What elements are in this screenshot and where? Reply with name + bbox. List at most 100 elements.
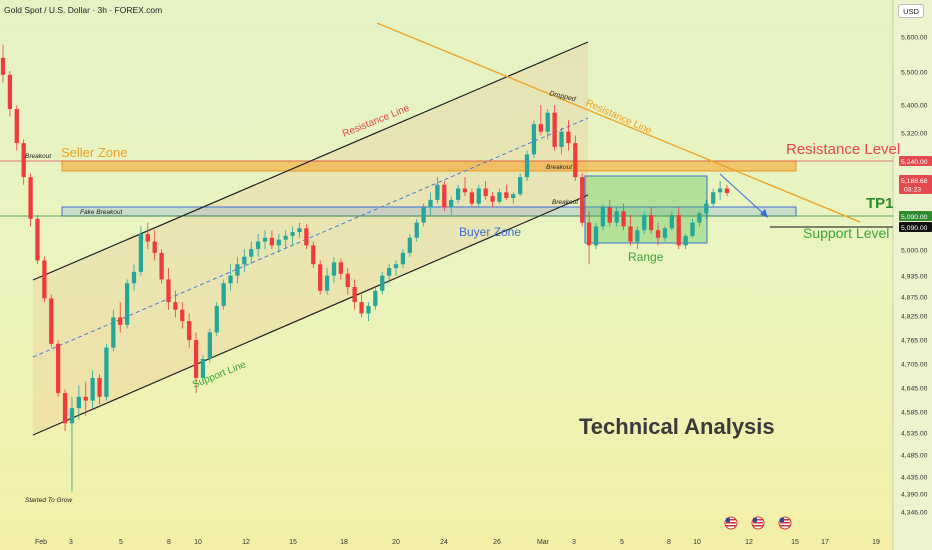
price-badge-support-dark-text: 5,090.00 bbox=[901, 225, 928, 232]
candle bbox=[442, 180, 447, 212]
x-tick-label: 26 bbox=[493, 539, 501, 546]
tp1-label: TP1 bbox=[866, 195, 894, 212]
candle bbox=[711, 188, 716, 208]
y-tick-label: 5,600.00 bbox=[901, 35, 928, 42]
us-flag-event-icon[interactable] bbox=[724, 516, 738, 530]
candle bbox=[345, 268, 350, 295]
candle bbox=[304, 224, 309, 250]
projection-arrow-line bbox=[719, 173, 766, 216]
candle bbox=[483, 180, 488, 200]
candle bbox=[207, 328, 212, 363]
x-tick-label: 5 bbox=[620, 539, 624, 546]
candle bbox=[669, 211, 674, 231]
candle bbox=[49, 294, 54, 348]
x-tick-label: 10 bbox=[194, 539, 202, 546]
candle bbox=[276, 233, 281, 253]
candle bbox=[655, 222, 661, 246]
y-tick-label: 5,320.00 bbox=[901, 131, 928, 138]
candle bbox=[566, 120, 571, 151]
range-box bbox=[584, 175, 708, 244]
candle bbox=[145, 222, 150, 250]
technical-analysis-label: Technical Analysis bbox=[579, 414, 775, 439]
candle bbox=[118, 302, 123, 333]
candle bbox=[559, 127, 564, 155]
x-tick-label: 24 bbox=[440, 539, 448, 546]
candle bbox=[428, 192, 433, 216]
candle bbox=[435, 177, 440, 204]
x-tick-label: 3 bbox=[69, 539, 73, 546]
us-flag-event-icon[interactable] bbox=[751, 516, 765, 530]
candle bbox=[600, 203, 606, 231]
x-axis-ticks: Feb 3 5 8 10 12 15 18 20 24 26 Mar 3 5 8 10 12 15 17 19 bbox=[35, 539, 880, 546]
candle bbox=[269, 230, 275, 250]
candle bbox=[221, 279, 226, 310]
candle bbox=[338, 258, 344, 280]
x-tick-label: 19 bbox=[872, 539, 880, 546]
candle bbox=[76, 385, 81, 420]
currency-button[interactable]: USD bbox=[898, 4, 924, 18]
candle bbox=[97, 374, 102, 405]
y-tick-label: 4,935.00 bbox=[901, 274, 928, 281]
x-tick-label: 3 bbox=[572, 539, 576, 546]
candle bbox=[407, 233, 412, 257]
candle bbox=[0, 44, 6, 83]
x-tick-label: 8 bbox=[667, 539, 671, 546]
price-badge-last: 5,188.68 03:23 bbox=[899, 175, 932, 194]
candle bbox=[359, 294, 364, 318]
candle bbox=[449, 196, 454, 216]
candle bbox=[635, 226, 640, 250]
candle bbox=[524, 150, 530, 181]
candle bbox=[62, 389, 68, 431]
candle bbox=[593, 222, 599, 250]
started-to-grow-label: Started To Grow bbox=[25, 497, 73, 504]
candle bbox=[69, 396, 75, 492]
candle bbox=[83, 381, 88, 416]
y-tick-label: 5,500.00 bbox=[901, 70, 928, 77]
candle bbox=[173, 290, 178, 318]
candle bbox=[455, 184, 461, 204]
candle bbox=[421, 203, 426, 227]
candle bbox=[352, 279, 357, 310]
candle bbox=[90, 370, 95, 409]
candle bbox=[255, 233, 261, 257]
candle bbox=[200, 355, 206, 382]
x-tick-label: 8 bbox=[167, 539, 171, 546]
candle bbox=[180, 302, 185, 329]
y-tick-label: 4,435.00 bbox=[901, 475, 928, 482]
candle bbox=[242, 249, 247, 272]
candle bbox=[697, 211, 702, 227]
candle bbox=[393, 260, 399, 276]
us-flag-event-icon[interactable] bbox=[778, 516, 792, 530]
x-tick-label: 12 bbox=[745, 539, 753, 546]
y-tick-label: 5,400.00 bbox=[901, 103, 928, 110]
candle bbox=[124, 279, 130, 329]
candle bbox=[318, 260, 323, 295]
x-tick-label: 10 bbox=[693, 539, 701, 546]
candle bbox=[462, 177, 468, 197]
candle bbox=[187, 313, 192, 348]
candle bbox=[497, 188, 502, 204]
candle bbox=[573, 135, 578, 181]
y-tick-label: 4,585.00 bbox=[901, 410, 928, 417]
candle bbox=[104, 343, 109, 401]
candle bbox=[21, 139, 26, 185]
seller-zone-box bbox=[61, 160, 797, 172]
candle bbox=[676, 207, 681, 250]
support-line-label: Support Line bbox=[191, 359, 248, 391]
candle bbox=[704, 199, 709, 219]
x-tick-label: 12 bbox=[242, 539, 250, 546]
price-badge-support-dark: 5,090.00 bbox=[899, 222, 932, 232]
x-tick-label: 15 bbox=[289, 539, 297, 546]
channel-fill bbox=[33, 42, 588, 435]
breakout-left-label: Breakout bbox=[25, 153, 52, 160]
candle bbox=[504, 184, 509, 200]
candles-group bbox=[0, 44, 730, 492]
candle bbox=[717, 180, 723, 200]
y-tick-label: 4,765.00 bbox=[901, 338, 928, 345]
candle bbox=[42, 256, 47, 303]
candle bbox=[642, 211, 647, 234]
candle bbox=[469, 188, 475, 208]
price-badge-last-text: 5,188.68 bbox=[901, 178, 928, 185]
